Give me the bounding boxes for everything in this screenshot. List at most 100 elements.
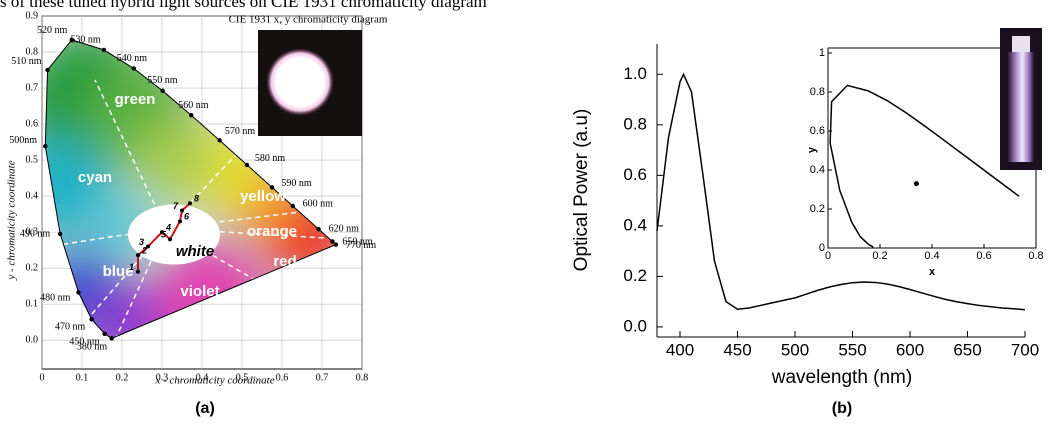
panel-label: (a) xyxy=(195,400,215,417)
x-tick-label: 550 xyxy=(838,340,866,359)
region-label: blue xyxy=(103,263,134,280)
locus-point xyxy=(131,66,137,71)
locus-point xyxy=(43,144,48,149)
vial-cap xyxy=(1012,36,1030,52)
x-tick-label: 450 xyxy=(723,340,751,359)
locus-outline xyxy=(44,39,337,339)
wavelength-label: 510 nm xyxy=(11,56,42,67)
locus-point xyxy=(160,88,165,94)
region-label: green xyxy=(115,91,156,108)
locus-point xyxy=(244,162,250,168)
y-tick-label: 1.0 xyxy=(623,64,647,83)
wavelength-label: 560 nm xyxy=(178,100,209,111)
locus-point xyxy=(109,336,114,341)
point xyxy=(913,181,919,187)
y-tick-label: 0.7 xyxy=(26,82,39,93)
locus-point xyxy=(102,331,107,337)
locus-point xyxy=(101,47,107,53)
x-tick-label: 0.2 xyxy=(116,372,129,383)
x-axis-title: x xyxy=(929,266,936,278)
sample-point xyxy=(178,219,182,224)
x-tick-label: 0.3 xyxy=(156,372,169,383)
y-tick-label: 1 xyxy=(819,47,825,59)
region-label: violet xyxy=(180,283,219,300)
x-tick-label: 0.2 xyxy=(872,250,887,262)
region-label: orange xyxy=(247,223,297,240)
x-tick-label: 650 xyxy=(953,340,981,359)
region-label: red xyxy=(273,253,296,270)
wavelength-label: 650 nm xyxy=(342,237,373,248)
y-tick-label: 0.4 xyxy=(623,215,647,234)
panel-label: (b) xyxy=(832,400,852,417)
x-axis-title: wavelength (nm) xyxy=(771,367,912,388)
locus-point xyxy=(269,185,275,190)
x-tick-label: 600 xyxy=(896,340,924,359)
sample-point xyxy=(168,237,172,242)
locus-point xyxy=(45,67,50,73)
y-tick-label: 0.0 xyxy=(623,316,647,335)
chart-title: CIE 1931 x, y chromaticity diagram xyxy=(229,14,388,26)
wavelength-label: 520 nm xyxy=(37,25,68,36)
x-tick-label: 0.4 xyxy=(196,372,209,383)
y-tick-label: 0.8 xyxy=(810,86,825,98)
cie-panel: 0 0.1 0.2 0.3 0.4 0.5 0.6 0.7 0.8 0.0 0.1 0.2 0.3 0.4… xyxy=(6,10,388,417)
vial-body xyxy=(1008,52,1034,162)
wavelength-label: 500nm xyxy=(9,135,37,146)
y-tick-label: 0.6 xyxy=(623,165,647,184)
color-blob xyxy=(134,120,214,201)
locus-point xyxy=(76,290,81,295)
y-tick-label: 0.2 xyxy=(26,262,39,273)
y-axis-title: y - chromaticity coordinate xyxy=(6,160,18,280)
y-tick-label: 0.4 xyxy=(810,164,825,176)
y-tick-label: 0.9 xyxy=(26,10,39,21)
sample-point xyxy=(136,269,140,274)
wavelength-label: 490 nm xyxy=(20,229,51,240)
inset-chart: 0 0.2 0.4 0.6 0.8 0 0.2 0.4 0.6 0.8 1 x y xyxy=(806,28,1044,278)
region-label: yellow xyxy=(240,188,286,205)
y-tick-label: 0.0 xyxy=(26,334,39,345)
y-tick-label: 0.8 xyxy=(26,46,39,57)
sample-label: 2 xyxy=(141,246,147,256)
sample-point xyxy=(146,244,150,249)
wavelength-label: 470 nm xyxy=(55,321,86,332)
color-blob xyxy=(85,280,175,339)
white-region xyxy=(128,204,220,265)
locus-point xyxy=(290,203,295,209)
sample-label: 6 xyxy=(184,212,190,222)
photo-glow xyxy=(266,48,334,116)
wavelength-label: 530 nm xyxy=(70,35,101,46)
y-tick-label: 0.1 xyxy=(26,298,39,309)
sample-point xyxy=(180,208,184,213)
locus-point xyxy=(330,239,335,244)
sample-label: 5 xyxy=(161,230,167,240)
locus-point xyxy=(69,37,74,43)
wavelength-label: 480 nm xyxy=(40,293,71,304)
x-tick-label: 500 xyxy=(781,340,809,359)
x-tick-label: 0.6 xyxy=(276,372,289,383)
sample-point xyxy=(136,253,140,258)
wavelength-label: 600 nm xyxy=(303,199,334,210)
caption: s of these tuned hybrid light sources on… xyxy=(0,0,487,11)
spectrum-chart: 400 450 500 550 600 650 700 0.0 0.2 0.4 0.6 0.8 1.0 w… xyxy=(571,44,1039,417)
x-tick-label: 0 xyxy=(825,250,831,262)
x-tick-label: 0 xyxy=(40,372,45,383)
line-series xyxy=(656,72,1026,311)
y-tick-label: 0 xyxy=(819,242,825,254)
locus-point xyxy=(189,113,194,118)
y-tick-label: 0.2 xyxy=(810,203,825,215)
x-tick-label: 0.1 xyxy=(76,372,89,383)
region-label: white xyxy=(176,243,214,260)
sample-label: 8 xyxy=(194,194,199,204)
x-tick-label: 0.5 xyxy=(236,372,249,383)
sample-label: 7 xyxy=(173,201,179,211)
x-tick-label: 400 xyxy=(666,340,694,359)
locus-point xyxy=(217,138,222,143)
x-tick-label: 0.4 xyxy=(924,250,939,262)
sample-point xyxy=(188,201,192,206)
y-tick-label: 0.8 xyxy=(623,114,647,133)
sample-label: 3 xyxy=(139,237,144,247)
y-tick-label: 0.6 xyxy=(26,118,39,129)
sample-point xyxy=(160,230,164,235)
